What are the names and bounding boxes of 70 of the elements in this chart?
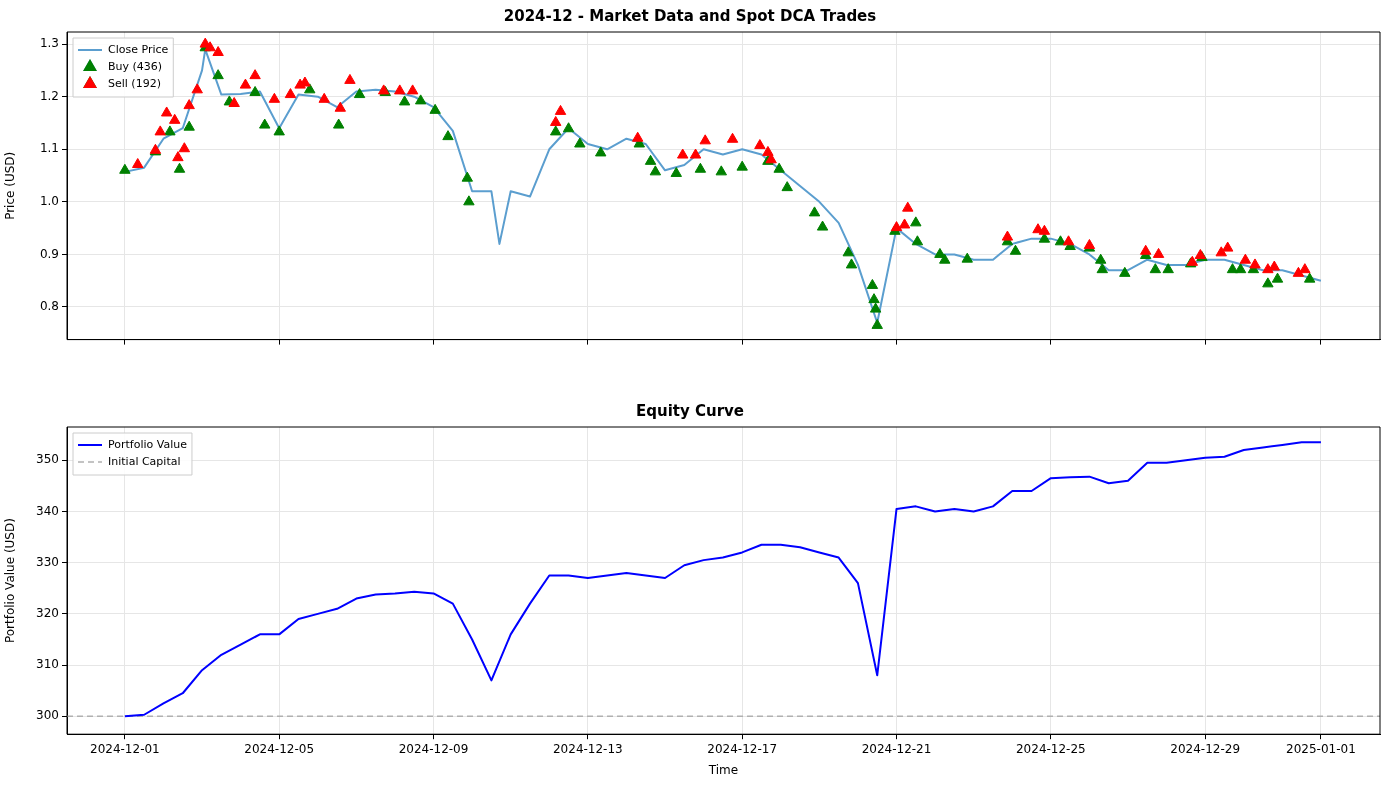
point [284, 88, 297, 99]
y-axis-title: Portfolio Value (USD) [3, 518, 18, 644]
point [762, 145, 774, 156]
point [239, 78, 252, 89]
point [1038, 224, 1051, 235]
point [154, 125, 166, 136]
chart-title: 2024-12 - Market Data and Spot DCA Trades [503, 6, 877, 25]
x-tick-label: 2024-12-05 [244, 741, 315, 756]
point [1249, 258, 1261, 269]
x-tick-label: 2024-12-09 [398, 741, 469, 756]
y-tick-label: 0.8 [39, 299, 59, 314]
y-tick-label: 1.1 [39, 141, 59, 156]
x-tick-label: 2024-12-21 [861, 741, 932, 756]
point [169, 113, 181, 124]
point [902, 201, 914, 212]
legend-label: Sell (192) [108, 76, 161, 90]
point [1001, 230, 1014, 241]
y-tick-label: 320 [36, 606, 59, 621]
point [898, 218, 911, 229]
y-tick-label: 350 [36, 452, 59, 467]
y-tick-label: 330 [36, 554, 59, 569]
point [160, 106, 173, 117]
point [726, 132, 739, 143]
point [1152, 247, 1165, 258]
point [632, 131, 644, 142]
point [754, 139, 766, 150]
legend-label: Initial Capital [108, 454, 181, 468]
x-tick-label: 2024-12-25 [1015, 741, 1086, 756]
chart-title: Equity Curve [635, 401, 745, 420]
point [268, 92, 281, 103]
point [406, 84, 419, 95]
y-axis-title: Price (USD) [3, 151, 18, 220]
point [1239, 253, 1252, 264]
x-tick-label: 2024-12-01 [90, 741, 160, 756]
x-axis-title: Time [707, 762, 739, 777]
legend-label: Buy (436) [108, 59, 163, 73]
point [550, 115, 562, 126]
point [191, 83, 203, 94]
y-tick-label: 340 [36, 503, 59, 518]
point [334, 101, 346, 112]
y-tick-label: 1.3 [39, 36, 59, 51]
point [1140, 244, 1152, 255]
point [344, 73, 356, 84]
point [178, 142, 191, 153]
y-tick-label: 1.0 [39, 193, 59, 208]
x-tick-label: 2025-01-01 [1286, 741, 1356, 756]
point [1062, 235, 1075, 246]
y-tick-label: 300 [36, 708, 59, 723]
point [394, 84, 406, 95]
x-tick-label: 2024-12-17 [707, 741, 778, 756]
point [183, 99, 195, 110]
point [172, 151, 184, 162]
point [554, 104, 567, 115]
point [204, 41, 216, 52]
point [132, 158, 144, 169]
point [318, 92, 330, 103]
y-tick-label: 1.2 [39, 88, 59, 103]
y-tick-label: 310 [36, 657, 59, 672]
point [249, 69, 261, 80]
y-tick-label: 0.9 [39, 246, 59, 261]
point [677, 148, 689, 159]
point [1299, 263, 1311, 274]
legend-label: Portfolio Value [108, 437, 188, 451]
point [212, 46, 224, 57]
x-tick-label: 2024-12-13 [552, 741, 623, 756]
x-tick-label: 2024-12-29 [1170, 741, 1241, 756]
point [228, 97, 240, 108]
legend-label: Close Price [108, 42, 169, 56]
point [689, 148, 702, 159]
point [699, 134, 711, 145]
